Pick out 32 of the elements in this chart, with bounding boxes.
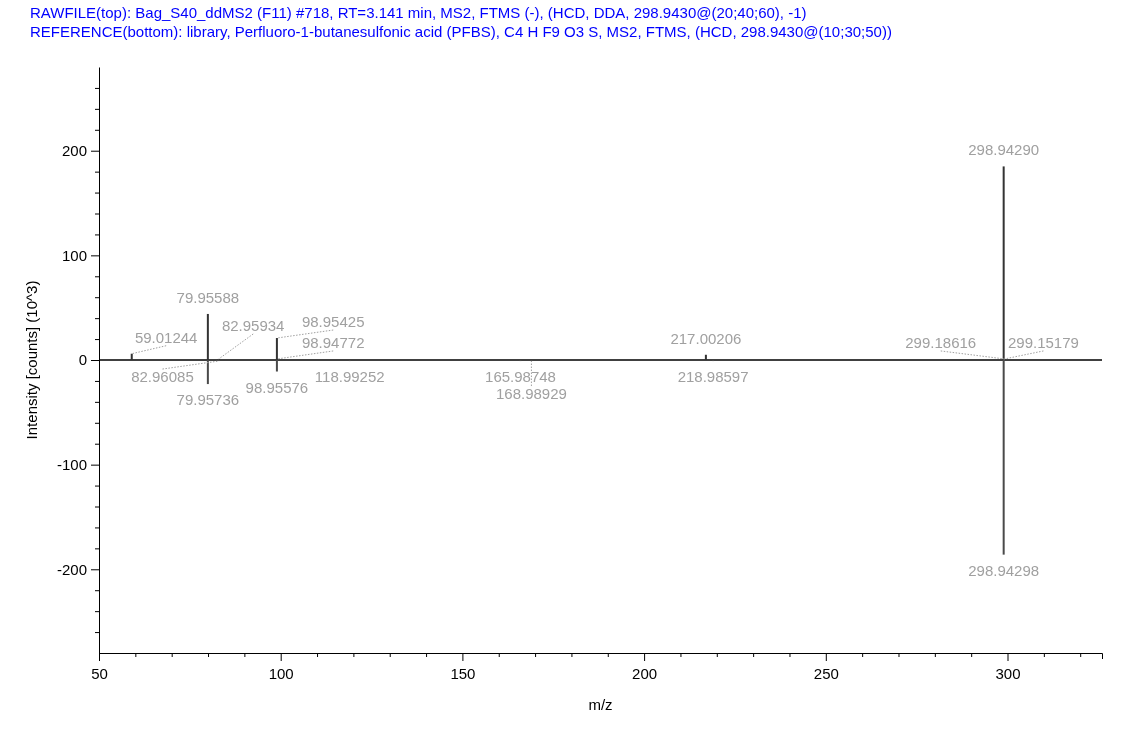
- annotation: 299.15179: [1007, 333, 1079, 351]
- annotation: 79.95588: [176, 288, 240, 306]
- chart-subtitle: REFERENCE(bottom): library, Perfluoro-1-butanesulfonic acid (PFBS), C4 H F9 O3 S, MS2, FTMS, (HCD, 298.9430@(10;30;50)): [30, 23, 892, 40]
- annotation: 217.00206: [670, 329, 742, 347]
- annotation: 299.18616: [905, 333, 977, 351]
- annotation: 298.94290: [968, 141, 1040, 159]
- chart-title: RAWFILE(top): Bag_S40_ddMS2 (F11) #718, RT=3.141 min, MS2, FTMS (-), (HCD, DDA, 298.9430@(20;40;60), -1): [30, 4, 807, 21]
- annotation: 98.95425: [301, 313, 365, 331]
- y-tick-label: 100: [61, 246, 87, 264]
- annotation: 118.99252: [314, 368, 385, 386]
- annotation: 82.96085: [131, 368, 194, 386]
- y-tick-label: 0: [78, 351, 87, 369]
- annotation: 298.94298: [968, 561, 1040, 579]
- x-tick-label: 200: [632, 664, 658, 682]
- x-tick-label: 100: [268, 664, 294, 682]
- annotation: 79.95736: [176, 391, 240, 409]
- annotation: 98.95576: [245, 378, 309, 396]
- y-tick-label: -100: [56, 455, 87, 473]
- annotation: 168.98929: [495, 385, 567, 403]
- y-axis-title: Intensity [counts] (10^3): [23, 280, 40, 440]
- annotation: 82.95934: [221, 316, 285, 334]
- x-tick-label: 250: [813, 664, 839, 682]
- x-tick-label: 150: [450, 664, 476, 682]
- y-tick-label: 200: [61, 142, 87, 160]
- y-tick-label: -200: [56, 560, 87, 578]
- annotation: 98.94772: [301, 333, 365, 351]
- x-tick-label: 300: [995, 664, 1021, 682]
- annotation: 218.98597: [677, 368, 749, 386]
- annotation: 165.98748: [485, 368, 556, 386]
- x-tick-label: 50: [91, 664, 108, 682]
- x-axis-title: m/z: [588, 696, 613, 713]
- annotation: 59.01244: [134, 328, 198, 346]
